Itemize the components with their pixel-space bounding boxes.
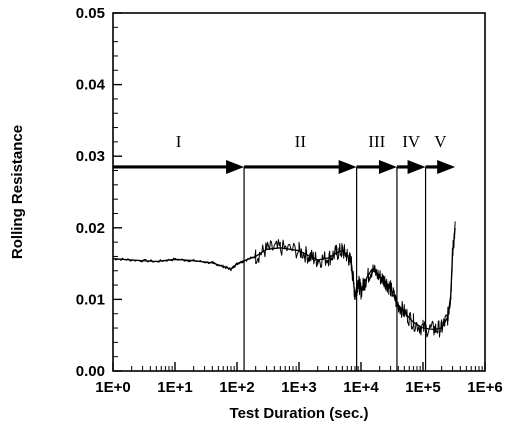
region-label: II bbox=[295, 132, 307, 151]
x-axis-title: Test Duration (sec.) bbox=[230, 405, 369, 422]
x-tick-label: 1E+2 bbox=[219, 379, 254, 396]
region-boundaries bbox=[243, 166, 427, 371]
region-arrow-head bbox=[407, 159, 426, 174]
x-tick-label: 1E+6 bbox=[467, 379, 502, 396]
major-ticks bbox=[112, 12, 486, 372]
x-tick-label: 1E+4 bbox=[343, 379, 379, 396]
x-tick-label: 1E+3 bbox=[281, 379, 316, 396]
data-series bbox=[112, 221, 456, 338]
x-tick-label: 1E+1 bbox=[157, 379, 192, 396]
minor-ticks bbox=[113, 26, 483, 371]
y-tick-label: 0.04 bbox=[76, 77, 106, 94]
y-axis-title: Rolling Resistance bbox=[9, 125, 26, 259]
y-tick-labels: 0.00 0.01 0.02 0.03 0.04 0.05 bbox=[76, 5, 106, 380]
region-label: IV bbox=[402, 132, 421, 151]
region-arrow-head bbox=[338, 159, 357, 174]
region-label: III bbox=[368, 132, 385, 151]
y-tick-label: 0.01 bbox=[76, 291, 105, 308]
y-tick-label: 0.05 bbox=[76, 5, 105, 22]
y-tick-label: 0.00 bbox=[76, 363, 105, 380]
region-label: I bbox=[176, 132, 182, 151]
x-tick-labels: 1E+0 1E+1 1E+2 1E+3 1E+4 1E+5 1E+6 bbox=[95, 379, 502, 396]
region-arrow-head bbox=[378, 159, 397, 174]
y-tick-label: 0.03 bbox=[76, 148, 105, 165]
region-labels: I II III IV V bbox=[176, 132, 448, 151]
plot-frame bbox=[112, 12, 486, 372]
region-arrow-head bbox=[226, 159, 245, 174]
region-arrow-head bbox=[437, 159, 456, 174]
x-tick-label: 1E+0 bbox=[95, 379, 130, 396]
region-label: V bbox=[434, 132, 447, 151]
x-tick-label: 1E+5 bbox=[405, 379, 440, 396]
region-arrows bbox=[113, 159, 456, 174]
rolling-resistance-noise bbox=[112, 221, 456, 338]
y-tick-label: 0.02 bbox=[76, 220, 105, 237]
